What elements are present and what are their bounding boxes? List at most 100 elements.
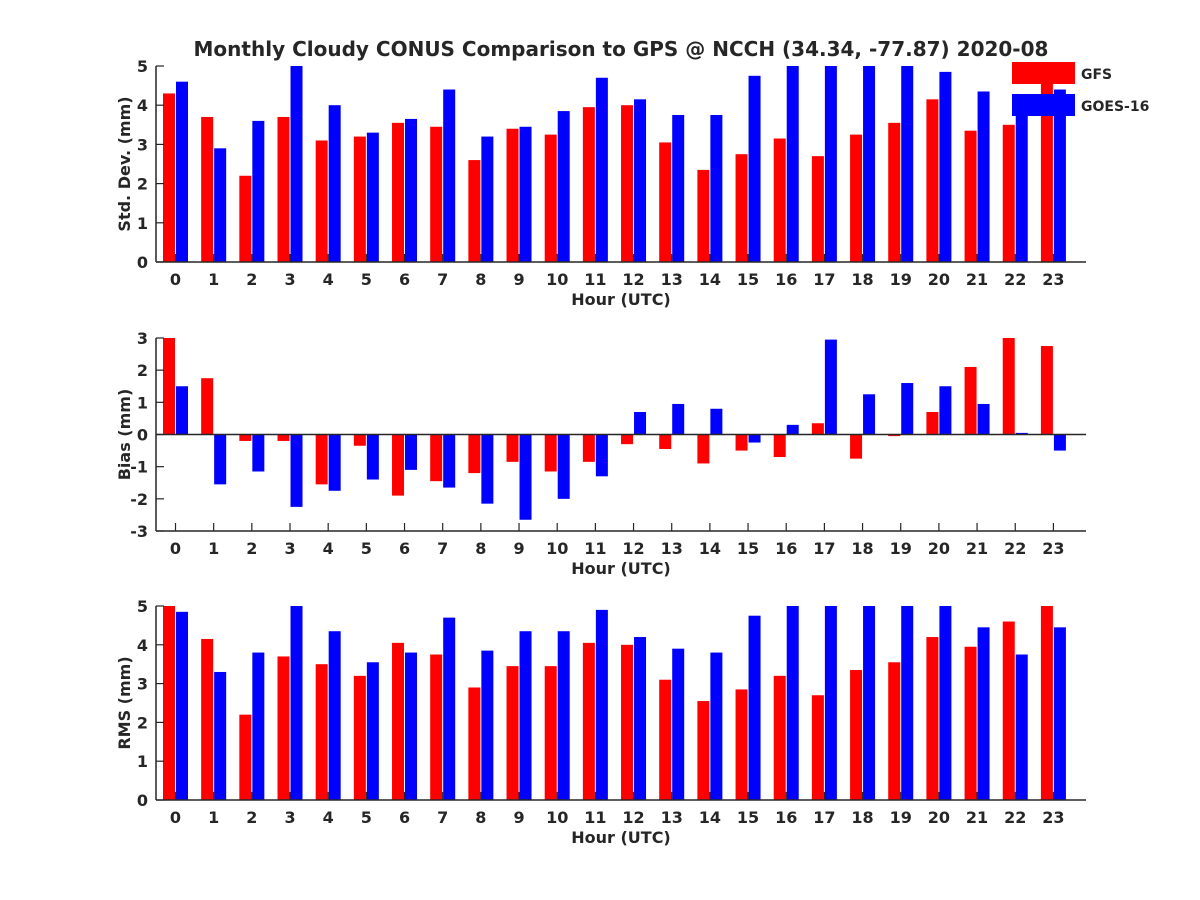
stddev-y-label: Std. Dev. (mm) (115, 96, 134, 231)
bias-bar-gfs-16 (773, 434, 786, 458)
bias-xtick-label: 13 (661, 539, 683, 558)
rms-xtick-label: 7 (437, 808, 448, 827)
rms-ytick-label: 3 (137, 675, 148, 694)
rms-bar-goes-16-10 (557, 631, 570, 800)
stddev-bar-gfs-22 (1002, 124, 1015, 262)
stddev-bar-goes-16-22 (1015, 115, 1028, 262)
stddev-bar-gfs-9 (506, 128, 519, 262)
stddev-bar-goes-16-17 (824, 66, 837, 262)
bias-bar-goes-16-7 (443, 434, 456, 488)
stddev-xtick-label: 23 (1042, 270, 1064, 289)
stddev-ytick-label: 5 (137, 57, 148, 76)
stddev-xtick-label: 7 (437, 270, 448, 289)
bias-bar-goes-16-16 (786, 424, 799, 435)
stddev-ytick-label: 4 (137, 96, 148, 115)
bias-bar-gfs-2 (239, 434, 252, 441)
rms-bar-gfs-11 (582, 642, 595, 800)
bias-bar-gfs-18 (850, 434, 863, 459)
bias-bar-goes-16-4 (328, 434, 341, 491)
bias-xtick-label: 9 (513, 539, 524, 558)
rms-ytick-label: 0 (137, 791, 148, 810)
stddev-bar-goes-16-1 (214, 148, 227, 262)
stddev-bar-goes-16-4 (328, 105, 341, 262)
stddev-bar-goes-16-15 (748, 75, 761, 262)
stddev-xtick-label: 20 (928, 270, 950, 289)
stddev-bar-gfs-21 (964, 130, 977, 262)
bias-bar-goes-16-19 (901, 383, 914, 435)
stddev-xtick-label: 10 (546, 270, 568, 289)
stddev-bar-gfs-13 (659, 142, 672, 262)
bias-bar-goes-16-5 (366, 434, 379, 480)
stddev-xtick-label: 12 (622, 270, 644, 289)
bias-xtick-label: 14 (699, 539, 721, 558)
rms-y-label: RMS (mm) (115, 656, 134, 749)
rms-bar-goes-16-21 (977, 627, 990, 800)
rms-bar-goes-16-0 (176, 611, 188, 800)
stddev-bar-gfs-16 (773, 138, 786, 262)
bias-xtick-label: 12 (622, 539, 644, 558)
bias-bar-goes-16-2 (252, 434, 265, 472)
stddev-xtick-label: 9 (513, 270, 524, 289)
bias-y-label: Bias (mm) (115, 389, 134, 481)
stddev-xtick-label: 18 (851, 270, 873, 289)
rms-xtick-label: 18 (851, 808, 873, 827)
rms-xtick-label: 21 (966, 808, 988, 827)
rms-xtick-label: 5 (361, 808, 372, 827)
rms-bar-gfs-18 (850, 670, 863, 800)
stddev-bar-gfs-7 (430, 126, 443, 262)
stddev-ytick-label: 2 (137, 175, 148, 194)
bias-bar-goes-16-12 (634, 411, 647, 435)
rms-xtick-label: 11 (584, 808, 606, 827)
stddev-xtick-label: 5 (361, 270, 372, 289)
stddev-xtick-label: 22 (1004, 270, 1026, 289)
legend-label-gfs: GFS (1081, 67, 1112, 83)
bias-xtick-label: 1 (208, 539, 219, 558)
stddev-bar-gfs-5 (353, 136, 366, 262)
bias-xtick-label: 20 (928, 539, 950, 558)
stddev-bar-gfs-11 (582, 107, 595, 262)
rms-bar-gfs-22 (1002, 621, 1015, 800)
rms-xtick-label: 17 (813, 808, 835, 827)
stddev-bar-gfs-19 (888, 122, 901, 262)
bias-bar-gfs-8 (468, 434, 481, 474)
rms-ytick-label: 1 (137, 752, 148, 771)
rms-bar-gfs-0 (163, 606, 175, 800)
bias-xtick-label: 10 (546, 539, 568, 558)
bias-xtick-label: 4 (323, 539, 334, 558)
stddev-bar-gfs-2 (239, 175, 252, 262)
stddev-bar-goes-16-0 (176, 81, 188, 263)
stddev-ytick-label: 0 (137, 253, 148, 272)
stddev-bar-goes-16-5 (366, 132, 379, 262)
stddev-xtick-label: 11 (584, 270, 606, 289)
bias-bar-goes-16-18 (863, 394, 876, 435)
stddev-bar-goes-16-8 (481, 136, 494, 262)
bias-xtick-label: 11 (584, 539, 606, 558)
stddev-bar-gfs-0 (163, 93, 175, 262)
stddev-bar-gfs-17 (811, 156, 824, 262)
rms-bar-gfs-17 (811, 695, 824, 800)
rms-bar-goes-16-3 (290, 606, 303, 800)
rms-bar-gfs-9 (506, 666, 519, 800)
stddev-bar-goes-16-14 (710, 115, 723, 262)
rms-bar-goes-16-20 (939, 606, 952, 800)
stddev-ytick-label: 1 (137, 214, 148, 233)
bias-xtick-label: 17 (813, 539, 835, 558)
rms-bar-goes-16-18 (863, 606, 876, 800)
rms-bar-gfs-16 (773, 675, 786, 800)
bias-bar-gfs-12 (621, 434, 634, 445)
bias-bar-gfs-21 (964, 366, 977, 435)
stddev-bar-goes-16-18 (863, 66, 876, 262)
bias-ytick-label: 2 (137, 361, 148, 380)
rms-bar-gfs-14 (697, 701, 710, 800)
stddev-xtick-label: 6 (399, 270, 410, 289)
bias-xtick-label: 15 (737, 539, 759, 558)
rms-bar-goes-16-17 (824, 606, 837, 800)
rms-bar-gfs-7 (430, 654, 443, 800)
bias-bar-gfs-13 (659, 434, 672, 449)
rms-xtick-label: 23 (1042, 808, 1064, 827)
rms-bar-goes-16-2 (252, 652, 265, 800)
stddev-xtick-label: 8 (475, 270, 486, 289)
stddev-bar-gfs-4 (315, 140, 328, 262)
stddev-bar-goes-16-7 (443, 89, 456, 263)
